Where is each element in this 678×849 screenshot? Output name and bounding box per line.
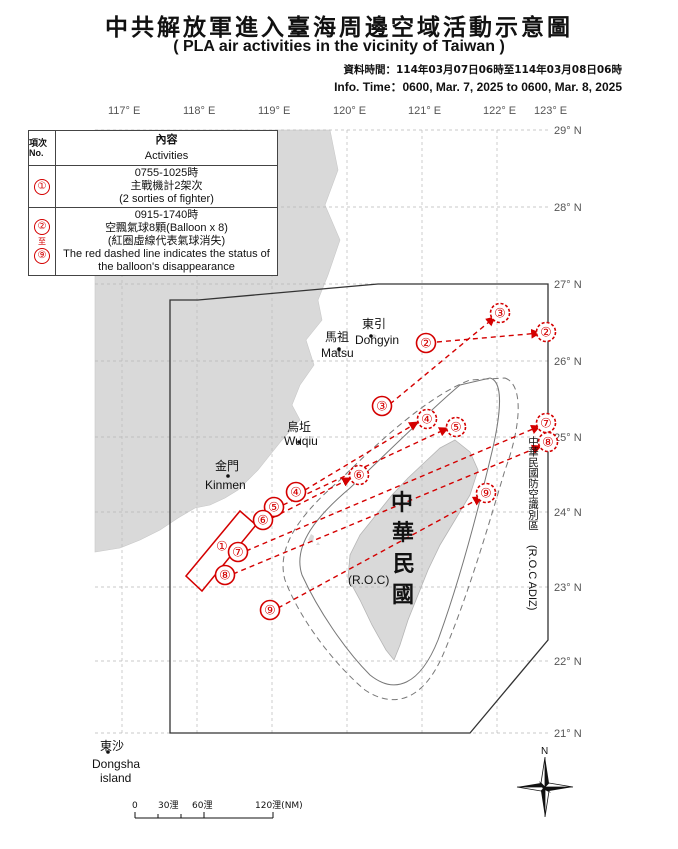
wuqiu-label-zh: 烏坵 bbox=[287, 420, 311, 434]
roc-label-zh-4: 國 bbox=[392, 582, 414, 608]
legend-key-to: 至 bbox=[38, 236, 46, 247]
legend-row2-note-en: The red dashed line indicates the status… bbox=[58, 248, 275, 274]
adiz-label-en: (R.O.C ADIZ) bbox=[526, 545, 538, 610]
marker-start-9: ⑨ bbox=[261, 601, 280, 620]
marker-label: ④ bbox=[421, 413, 433, 428]
legend-row2-note-zh: (紅圈虛線代表氣球消失) bbox=[58, 235, 275, 248]
marker-start-1: ① bbox=[216, 540, 228, 555]
marker-start-6: ⑥ bbox=[254, 511, 273, 530]
latitude-label: 22° N bbox=[554, 656, 582, 668]
latitude-label: 29° N bbox=[554, 125, 582, 137]
legend-col-no: 項次 No. bbox=[29, 131, 56, 165]
legend-header-row: 項次 No. 內容 Activities bbox=[29, 131, 277, 166]
latitude-label: 24° N bbox=[554, 507, 582, 519]
roc-label-zh-1: 中 bbox=[391, 490, 413, 516]
kinmen-label-zh: 金門 bbox=[215, 458, 239, 473]
marker-label: ⑧ bbox=[542, 436, 554, 451]
marker-start-3: ③ bbox=[373, 397, 392, 416]
marker-start-2: ② bbox=[417, 334, 436, 353]
dongsha-label-zh: 東沙 bbox=[100, 739, 124, 753]
matsu-label-en: Matsu bbox=[321, 346, 354, 360]
longitude-label: 121° E bbox=[408, 105, 441, 117]
legend-row1-time: 0755-1025時 bbox=[58, 167, 275, 180]
marker-end-5: ⑤ bbox=[447, 418, 466, 437]
marker-end-2: ② bbox=[537, 323, 556, 342]
marker-label: ③ bbox=[376, 400, 388, 415]
legend-key-9: ⑨ bbox=[34, 248, 50, 264]
marker-start-8: ⑧ bbox=[216, 566, 235, 585]
roc-label-zh-2: 華 bbox=[392, 520, 414, 546]
marker-label: ④ bbox=[290, 486, 302, 501]
roc-label-en: (R.O.C) bbox=[348, 573, 389, 587]
adiz-label: 中華民國防空識別區 (R.O.C ADIZ) bbox=[526, 435, 539, 610]
wuqiu-label-en: Wuqiu bbox=[284, 434, 318, 448]
scale-bar: 0 30浬 60浬 120浬(NM) bbox=[132, 799, 303, 818]
longitude-label: 120° E bbox=[333, 105, 366, 117]
latitude-label: 23° N bbox=[554, 582, 582, 594]
longitude-label: 117° E bbox=[108, 105, 140, 117]
north-label: N bbox=[541, 746, 548, 757]
longitude-label: 119° E bbox=[258, 105, 290, 117]
north-arrow-icon bbox=[517, 757, 573, 817]
roc-label-zh-3: 民 bbox=[393, 551, 415, 577]
marker-label: ⑦ bbox=[540, 417, 552, 432]
marker-start-4: ④ bbox=[287, 483, 306, 502]
legend-row1-desc-en: (2 sorties of fighter) bbox=[58, 193, 275, 206]
marker-label: ⑦ bbox=[232, 546, 244, 561]
marker-label: ⑨ bbox=[480, 487, 492, 502]
legend-col-content-en: Activities bbox=[58, 148, 275, 164]
marker-label: ⑧ bbox=[219, 569, 231, 584]
matsu-label-zh: 馬祖 bbox=[325, 329, 349, 344]
legend-row-2: ② 至 ⑨ 0915-1740時 空飄氣球8顆(Balloon x 8) (紅圈… bbox=[29, 208, 277, 275]
marker-label: ⑥ bbox=[257, 514, 269, 529]
marker-end-6: ⑥ bbox=[350, 466, 369, 485]
dongsha-label-en2: island bbox=[100, 771, 131, 785]
legend-table: 項次 No. 內容 Activities ① 0755-1025時 主戰機計2架… bbox=[28, 130, 278, 276]
latitude-label: 26° N bbox=[554, 356, 582, 368]
marker-label: ⑤ bbox=[450, 421, 462, 436]
penghu-islands bbox=[308, 534, 320, 545]
dongyin-label-zh: 東引 bbox=[362, 317, 386, 331]
dongsha-label-en: Dongsha bbox=[92, 757, 140, 771]
marker-label: ⑨ bbox=[264, 604, 276, 619]
kinmen-label-en: Kinmen bbox=[205, 478, 246, 492]
marker-label: ① bbox=[216, 540, 228, 555]
scale-label-120: 120浬(NM) bbox=[255, 799, 303, 811]
marker-end-4: ④ bbox=[418, 410, 437, 429]
legend-row-1: ① 0755-1025時 主戰機計2架次 (2 sorties of fight… bbox=[29, 166, 277, 208]
marker-start-7: ⑦ bbox=[229, 543, 248, 562]
marker-end-3: ③ bbox=[491, 304, 510, 323]
marker-end-9: ⑨ bbox=[477, 484, 496, 503]
legend-row2-time: 0915-1740時 bbox=[58, 209, 275, 222]
marker-end-7: ⑦ bbox=[537, 414, 556, 433]
legend-key-1: ① bbox=[34, 179, 50, 195]
marker-label: ② bbox=[420, 337, 432, 352]
marker-end-8: ⑧ bbox=[539, 433, 558, 452]
longitude-label: 118° E bbox=[183, 105, 215, 117]
latitude-label: 28° N bbox=[554, 202, 582, 214]
marker-label: ③ bbox=[494, 307, 506, 322]
balloon-track-3 bbox=[390, 317, 495, 404]
latitude-label: 27° N bbox=[554, 279, 582, 291]
balloon-track-2 bbox=[437, 333, 540, 342]
legend-row1-desc-zh: 主戰機計2架次 bbox=[58, 180, 275, 193]
scale-label-60: 60浬 bbox=[192, 799, 212, 811]
marker-label: ⑥ bbox=[353, 469, 365, 484]
adiz-label-zh: 中華民國防空識別區 bbox=[527, 435, 539, 530]
dongyin-label-en: Dongyin bbox=[355, 333, 399, 347]
legend-row2-desc-zh: 空飄氣球8顆(Balloon x 8) bbox=[58, 222, 275, 235]
marker-label: ② bbox=[540, 326, 552, 341]
longitude-label: 123° E bbox=[534, 105, 567, 117]
scale-label-30: 30浬 bbox=[158, 799, 178, 811]
scale-label-0: 0 bbox=[132, 801, 138, 811]
latitude-label: 21° N bbox=[554, 728, 582, 740]
legend-col-content-zh: 內容 bbox=[58, 132, 275, 148]
longitude-label: 122° E bbox=[483, 105, 516, 117]
legend-key-2: ② bbox=[34, 219, 50, 235]
